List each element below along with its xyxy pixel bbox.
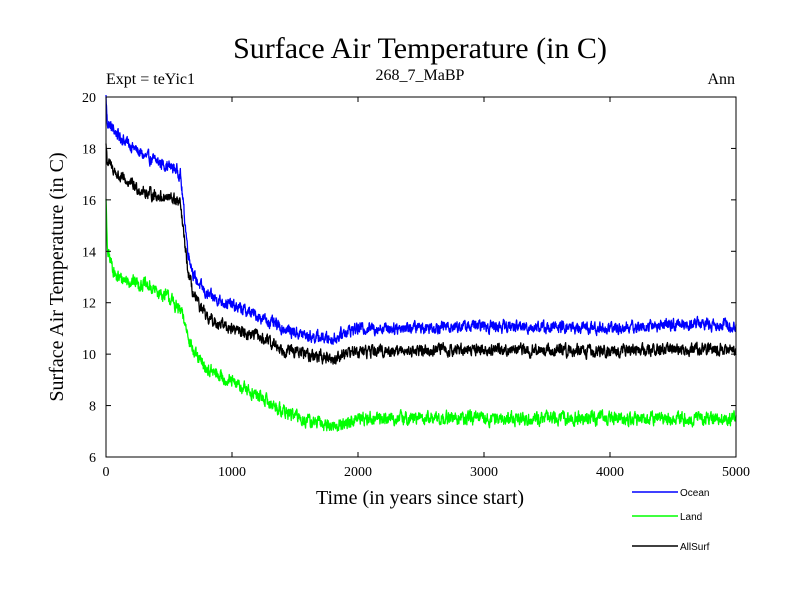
y-tick-label: 14: [82, 245, 96, 260]
series-line-ocean: [105, 95, 737, 345]
y-tick-label: 8: [89, 400, 96, 415]
series-line-land: [105, 198, 737, 432]
series-layer: [105, 95, 737, 432]
x-tick-label: 4000: [596, 465, 624, 480]
y-axis: 6 8 10 12 14 16 18 20: [82, 91, 736, 466]
x-tick-label: 3000: [470, 465, 498, 480]
y-tick-label: 10: [82, 348, 96, 363]
chart-title: Surface Air Temperature (in C): [233, 32, 607, 65]
y-tick-label: 16: [82, 194, 96, 209]
x-axis: 0 1000 2000 3000 4000 5000: [103, 97, 750, 480]
x-tick-label: 1000: [218, 465, 246, 480]
x-tick-label: 0: [103, 465, 110, 480]
x-tick-label: 2000: [344, 465, 372, 480]
plot-frame: [105, 96, 737, 458]
legend-label-land: Land: [680, 512, 702, 523]
y-tick-label: 6: [89, 451, 96, 466]
season-label: Ann: [707, 71, 735, 88]
experiment-label: Expt = teYic1: [106, 71, 195, 88]
series-line-allsurf: [105, 143, 737, 365]
x-tick-label: 5000: [722, 465, 750, 480]
x-axis-label: Time (in years since start): [316, 487, 524, 509]
legend-label-ocean: Ocean: [680, 488, 709, 499]
y-tick-label: 12: [82, 297, 96, 312]
y-axis-label: Surface Air Temperature (in C): [46, 152, 68, 401]
period-label: 268_7_MaBP: [376, 67, 465, 84]
legend-label-allsurf: AllSurf: [680, 542, 710, 553]
legend: Ocean Land AllSurf: [632, 488, 710, 553]
y-tick-label: 18: [82, 142, 96, 157]
y-tick-label: 20: [82, 91, 96, 106]
